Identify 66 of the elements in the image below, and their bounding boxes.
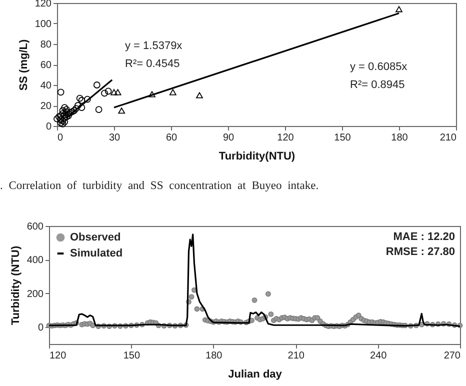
point	[55, 113, 62, 120]
point	[78, 96, 86, 104]
annotation: R²= 0.8945	[350, 79, 405, 91]
y-tick-label: 100	[34, 19, 52, 30]
x-tick-label: 150	[123, 350, 140, 362]
x-tick-label: 180	[391, 132, 408, 144]
point	[169, 89, 176, 96]
point	[95, 106, 102, 114]
legend-label: Simulated	[70, 248, 123, 260]
y-tick-label: 600	[26, 222, 44, 232]
point	[57, 88, 64, 96]
x-tick-label: 90	[222, 132, 234, 144]
annotation: R²= 0.4545	[125, 58, 180, 70]
annotation: RMSE : 27.80	[386, 246, 455, 258]
y-tick-label: 20	[40, 101, 52, 112]
text: . Correlation of turbidity and SS concentration at Buyeo intake.	[0, 179, 320, 194]
y-tick-label: 40	[40, 80, 52, 92]
point	[84, 96, 91, 103]
point	[57, 119, 64, 126]
y-tick-label: 80	[40, 40, 52, 50]
point	[110, 89, 118, 96]
x-axis-title: Turbidity(NTU)	[218, 150, 296, 162]
point	[118, 108, 126, 114]
x-axis-title: Julian day	[228, 368, 283, 380]
point	[61, 118, 68, 126]
point	[57, 116, 64, 124]
annotation: y = 0.6085x	[350, 61, 408, 73]
x-tick-label: 180	[206, 350, 223, 362]
point	[64, 112, 72, 120]
y-axis-title: Turbidity (NTU)	[10, 246, 22, 326]
y-tick-label: 60	[40, 60, 52, 71]
x-tick-label: 120	[277, 132, 294, 144]
point	[93, 82, 100, 88]
point	[59, 107, 66, 114]
x-tick-label: 150	[334, 132, 352, 144]
point	[101, 90, 108, 97]
point	[70, 107, 78, 114]
point	[63, 106, 70, 114]
y-tick-label: 200	[26, 288, 44, 300]
x-tick-label: 0	[58, 132, 64, 144]
x-tick-label: 240	[370, 350, 388, 362]
point	[61, 104, 68, 111]
y-tick-label: 0	[38, 322, 44, 334]
y-tick-label: 400	[26, 255, 44, 266]
point	[78, 104, 86, 111]
point	[104, 88, 112, 95]
legend-label: Observed	[70, 232, 121, 244]
x-tick-label: 210	[288, 350, 305, 362]
point	[72, 105, 80, 112]
x-tick-label: 120	[50, 350, 67, 362]
y-axis-title: SS (mg/L)	[18, 39, 30, 91]
point	[148, 91, 156, 98]
point	[396, 6, 402, 12]
point	[54, 115, 60, 122]
point	[114, 89, 122, 96]
x-tick-label: 30	[108, 132, 120, 144]
x-tick-label: 60	[166, 132, 178, 144]
x-tick-label: 270	[444, 350, 461, 362]
point	[74, 102, 82, 109]
point	[76, 94, 84, 102]
annotation: MAE : 12.20	[393, 231, 455, 243]
point	[196, 92, 203, 98]
y-tick-label: 0	[46, 122, 52, 132]
annotation: y = 1.5379x	[125, 40, 183, 52]
x-tick-label: 210	[440, 132, 457, 144]
point	[59, 120, 66, 128]
